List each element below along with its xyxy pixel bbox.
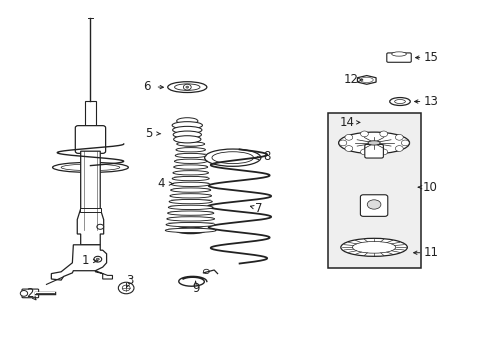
Ellipse shape [176, 118, 198, 124]
FancyBboxPatch shape [364, 144, 383, 158]
Circle shape [185, 86, 188, 88]
Ellipse shape [181, 142, 200, 146]
Circle shape [96, 258, 99, 260]
Ellipse shape [169, 194, 211, 198]
Polygon shape [77, 151, 103, 245]
Ellipse shape [53, 162, 128, 172]
Circle shape [338, 140, 346, 146]
FancyBboxPatch shape [75, 126, 105, 153]
Polygon shape [84, 101, 96, 130]
Ellipse shape [363, 121, 371, 124]
Ellipse shape [173, 131, 201, 138]
Ellipse shape [168, 205, 213, 210]
Circle shape [118, 282, 134, 294]
Circle shape [344, 146, 352, 152]
Text: 5: 5 [145, 127, 153, 140]
Circle shape [203, 269, 209, 274]
Ellipse shape [175, 227, 205, 234]
Ellipse shape [385, 249, 404, 256]
Circle shape [395, 134, 403, 140]
Text: 1: 1 [81, 255, 89, 267]
Ellipse shape [176, 148, 205, 152]
Ellipse shape [394, 100, 405, 104]
Circle shape [122, 285, 130, 291]
Ellipse shape [389, 98, 409, 105]
Text: 14: 14 [339, 116, 354, 129]
Ellipse shape [172, 176, 209, 181]
Ellipse shape [173, 165, 207, 169]
Ellipse shape [167, 82, 206, 93]
Circle shape [344, 134, 352, 140]
FancyBboxPatch shape [22, 289, 39, 298]
Ellipse shape [354, 117, 380, 127]
Ellipse shape [20, 291, 27, 296]
Circle shape [360, 131, 367, 137]
Circle shape [379, 149, 387, 155]
Ellipse shape [169, 199, 212, 204]
Ellipse shape [381, 248, 408, 258]
Text: 8: 8 [262, 150, 270, 163]
Ellipse shape [366, 200, 380, 209]
Ellipse shape [167, 211, 213, 215]
Circle shape [395, 146, 403, 152]
Circle shape [183, 84, 191, 90]
Circle shape [360, 149, 367, 155]
Text: 12: 12 [343, 73, 358, 86]
Ellipse shape [204, 149, 261, 166]
Polygon shape [357, 76, 375, 84]
Ellipse shape [166, 217, 214, 221]
Ellipse shape [389, 251, 400, 255]
Ellipse shape [165, 228, 216, 233]
Polygon shape [51, 245, 106, 280]
Bar [80, 208, 101, 212]
Ellipse shape [391, 52, 406, 56]
Ellipse shape [61, 164, 120, 171]
Circle shape [94, 256, 102, 262]
Circle shape [379, 131, 387, 137]
Ellipse shape [171, 182, 210, 186]
Ellipse shape [174, 159, 206, 163]
Ellipse shape [340, 238, 407, 256]
Ellipse shape [173, 136, 201, 143]
Ellipse shape [172, 122, 202, 129]
Text: 13: 13 [423, 95, 438, 108]
Ellipse shape [166, 222, 215, 227]
Circle shape [97, 224, 103, 229]
Text: 9: 9 [191, 282, 199, 294]
Bar [327, 113, 420, 268]
Text: 11: 11 [423, 246, 438, 259]
Text: 7: 7 [255, 202, 263, 215]
Text: 3: 3 [125, 274, 133, 287]
FancyBboxPatch shape [360, 195, 387, 216]
Text: 2: 2 [26, 287, 34, 300]
Ellipse shape [172, 126, 202, 134]
Polygon shape [95, 271, 112, 279]
Text: 6: 6 [142, 80, 150, 93]
Ellipse shape [367, 141, 380, 145]
FancyBboxPatch shape [386, 53, 410, 62]
Ellipse shape [173, 171, 208, 175]
Text: 10: 10 [422, 181, 437, 194]
Text: 4: 4 [157, 177, 165, 190]
Ellipse shape [170, 188, 210, 192]
Ellipse shape [174, 84, 200, 90]
Ellipse shape [338, 132, 409, 154]
Ellipse shape [211, 152, 253, 163]
Circle shape [401, 140, 408, 146]
Ellipse shape [358, 119, 376, 126]
Ellipse shape [176, 142, 204, 146]
Text: 15: 15 [423, 51, 438, 64]
Ellipse shape [175, 153, 206, 158]
